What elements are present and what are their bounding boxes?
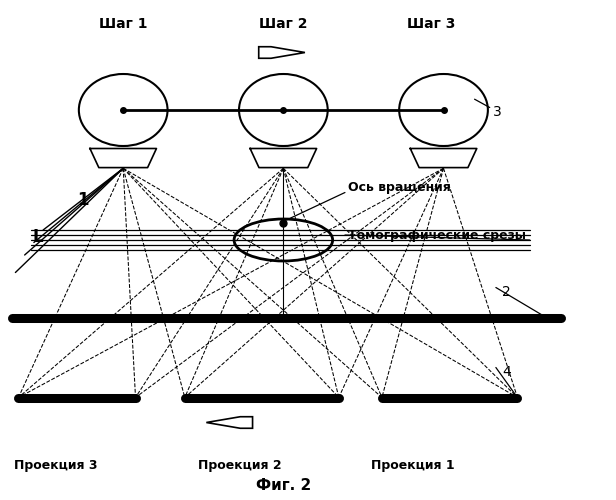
Polygon shape [259,46,305,58]
Text: Проекция 1: Проекция 1 [371,460,455,472]
Text: Проекция 3: Проекция 3 [14,460,97,472]
Polygon shape [206,416,253,428]
Text: L: L [33,228,44,246]
Text: Фиг. 2: Фиг. 2 [256,478,311,492]
Text: 2: 2 [502,286,511,300]
Text: Проекция 2: Проекция 2 [198,460,282,472]
Text: 1: 1 [78,191,89,209]
Text: Шаг 3: Шаг 3 [407,18,455,32]
Text: Шаг 2: Шаг 2 [259,18,307,32]
Text: 3: 3 [493,106,501,120]
Text: Шаг 1: Шаг 1 [99,18,147,32]
Text: Томографические срезы: Томографические срезы [348,228,526,241]
Text: 4: 4 [502,366,511,380]
Text: Ось вращения: Ось вращения [348,181,451,194]
